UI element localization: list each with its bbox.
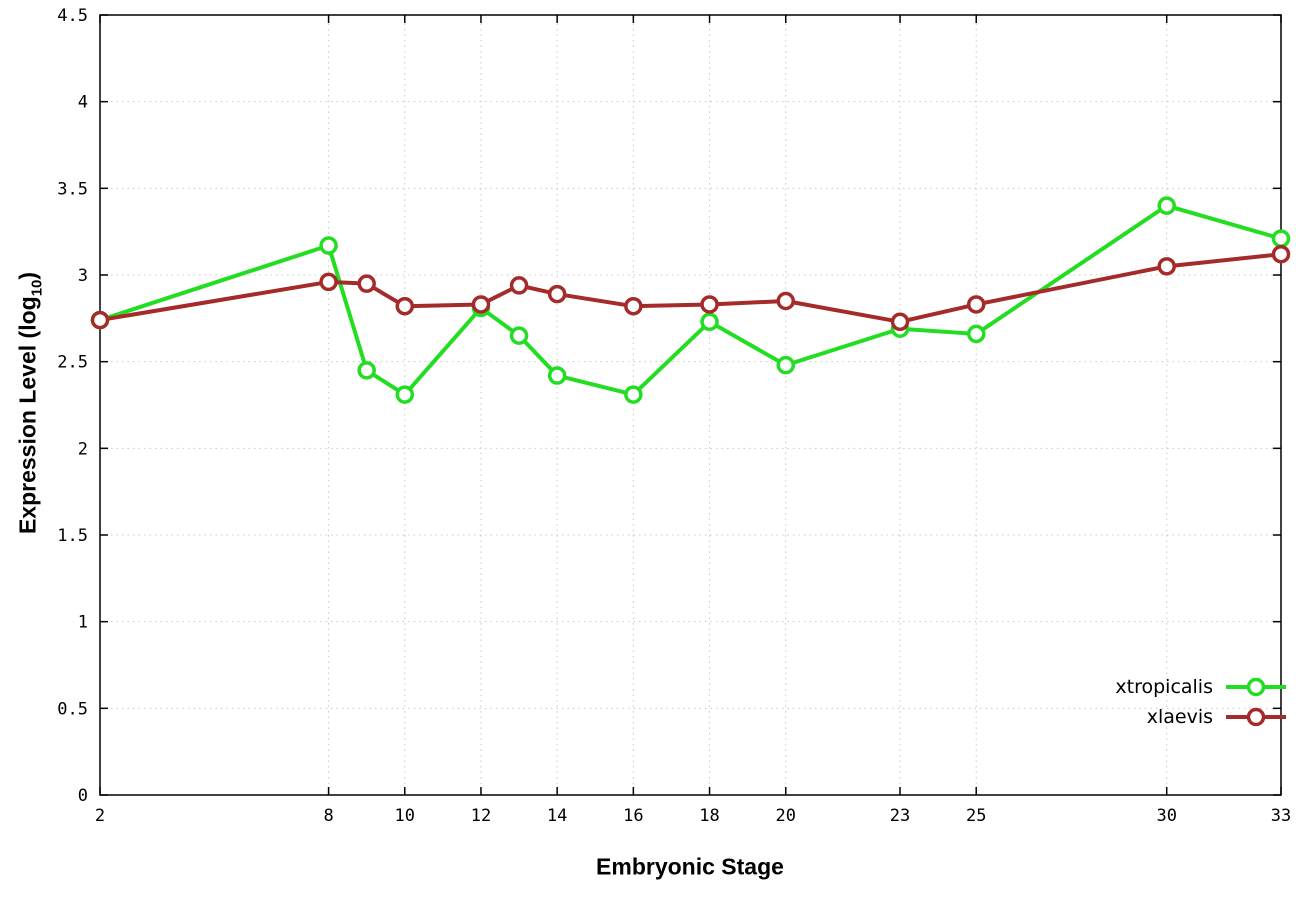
x-tick-label: 18 [699,806,719,826]
x-tick-label: 14 [547,806,567,826]
data-point-xlaevis [319,272,338,292]
data-point-xlaevis [90,310,110,330]
data-point-xlaevis [395,296,415,316]
legend: xtropicalis xlaevis [1115,676,1287,728]
x-tick-label: 8 [323,806,333,826]
data-point-xlaevis [700,295,719,314]
data-point-xtropicalis [395,385,415,404]
data-point-xlaevis [890,312,910,332]
data-point-xtropicalis [319,236,338,255]
legend-line-sample-xtropicalis [1226,677,1286,697]
data-point-xlaevis [357,274,376,293]
y-tick-label: 0 [78,786,88,806]
y-tick-label: 4.5 [57,6,88,26]
x-tick-label: 20 [775,806,795,826]
data-point-xlaevis [509,276,529,295]
data-point-xtropicalis [547,366,567,385]
y-axis-label-close: ) [14,271,41,280]
y-tick-label: 2.5 [57,353,88,373]
data-point-xtropicalis [1157,196,1176,215]
x-tick-label: 16 [623,806,643,826]
legend-label-xlaevis: xlaevis [1146,706,1213,728]
y-tick-label: 1 [78,613,88,633]
y-tick-label: 1.5 [57,526,88,546]
series-line-xtropicalis [98,203,1283,397]
legend-line-sample-xlaevis [1226,707,1286,727]
data-point-xlaevis [624,296,643,316]
data-point-xlaevis [966,295,986,314]
y-axis-label: Expression Level (log10) [15,272,46,534]
data-point-xtropicalis [357,361,376,380]
x-tick-label: 2 [95,806,105,826]
x-axis-label: Embryonic Stage [596,853,784,880]
data-point-xtropicalis [509,326,529,345]
x-tick-label: 30 [1156,806,1176,826]
data-point-xlaevis [1271,244,1291,264]
legend-entry-xtropicalis: xtropicalis [1115,676,1287,698]
plot-border [99,14,1282,796]
legend-entry-xlaevis: xlaevis [1147,706,1287,728]
data-point-xlaevis [1157,257,1176,276]
data-point-xtropicalis [700,312,719,332]
data-point-xlaevis [776,291,795,311]
y-tick-label: 2 [78,439,88,459]
data-point-xtropicalis [966,324,986,344]
y-tick-label: 0.5 [57,699,88,719]
x-tick-label: 23 [890,806,910,826]
data-point-xtropicalis [776,355,795,375]
y-tick-label: 3 [78,266,88,286]
x-tick-label: 33 [1271,806,1291,826]
y-tick-label: 3.5 [57,179,88,199]
data-point-xtropicalis [624,385,643,404]
x-tick-label: 25 [966,806,986,826]
y-axis-label-text: Expression Level (log [14,296,41,535]
x-tick-label: 12 [471,806,491,826]
data-point-xlaevis [547,284,567,304]
data-point-xlaevis [471,295,491,314]
x-tick-label: 10 [395,806,415,826]
data-point-xtropicalis [1271,229,1291,248]
y-axis-label-subscript: 10 [28,279,46,297]
y-tick-label: 4 [78,93,88,113]
legend-label-xtropicalis: xtropicalis [1115,676,1213,698]
